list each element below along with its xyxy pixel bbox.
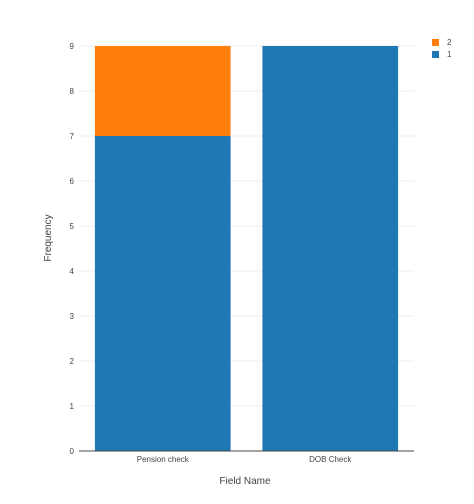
bar-series-1-pension-check[interactable]: [94, 136, 231, 451]
y-tick-label: 5: [70, 222, 75, 231]
bars: [94, 46, 399, 451]
x-tick-label: Pension check: [137, 455, 190, 464]
legend[interactable]: 21: [432, 38, 452, 59]
axes: 0 1 2 3 4 5 6 7 8 9 Pension check DOB Check: [70, 42, 414, 464]
y-tick-label: 8: [70, 87, 75, 96]
legend-item-1[interactable]: 1: [432, 50, 452, 59]
y-tick-label: 4: [70, 267, 75, 276]
legend-item-2[interactable]: 2: [432, 38, 452, 47]
y-tick-label: 2: [70, 357, 75, 366]
bar-series-1-dob-check[interactable]: [262, 46, 399, 451]
y-tick-label: 3: [70, 312, 75, 321]
x-tick-label: DOB Check: [309, 455, 352, 464]
bar-series-2-pension-check[interactable]: [94, 46, 231, 136]
y-tick-label: 7: [70, 132, 75, 141]
y-tick-label: 9: [70, 42, 75, 51]
legend-swatch[interactable]: [432, 39, 439, 46]
y-tick-label: 6: [70, 177, 75, 186]
legend-label: 2: [447, 38, 452, 47]
y-axis-title: Frequency: [43, 214, 54, 261]
x-axis-title: Field Name: [219, 476, 271, 487]
legend-swatch[interactable]: [432, 51, 439, 58]
y-tick-label: 0: [70, 447, 75, 456]
y-tick-label: 1: [70, 402, 75, 411]
legend-label: 1: [447, 50, 452, 59]
